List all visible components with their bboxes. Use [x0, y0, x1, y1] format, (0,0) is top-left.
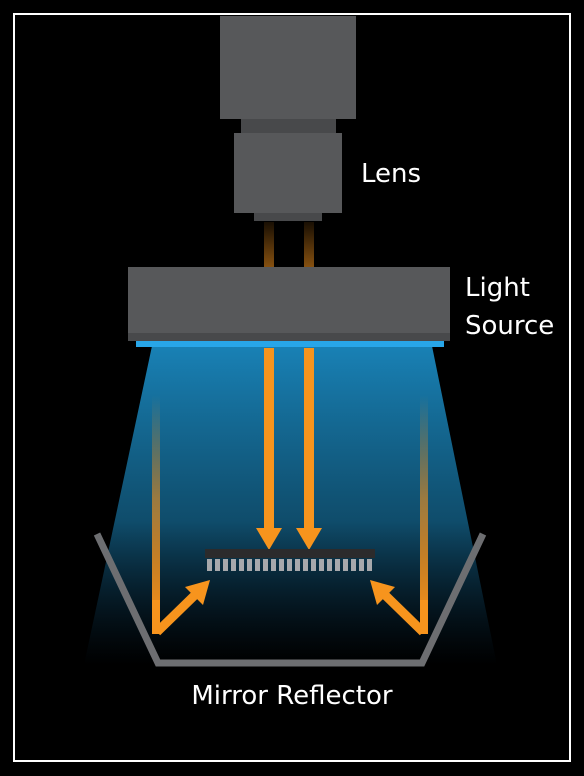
chip-pin [223, 559, 228, 571]
chip-pin [231, 559, 236, 571]
light-source-label: Light Source [465, 269, 554, 345]
arrow-down-left-head [256, 528, 282, 550]
frame-border [13, 13, 571, 762]
light-emitter-strip [136, 341, 444, 347]
arrow-down-right-head [296, 528, 322, 550]
downward-arrows [256, 348, 322, 550]
light-source-housing [128, 267, 450, 340]
side-ray-left [152, 395, 160, 625]
camera-lens [220, 16, 356, 221]
light-source [128, 267, 450, 347]
arrow-down-right-shaft [304, 348, 314, 530]
chip-pin [343, 559, 348, 571]
side-ray-right [420, 395, 428, 625]
chip-pin [255, 559, 260, 571]
reflect-arrow-left-head [185, 580, 210, 605]
chip-pin [311, 559, 316, 571]
chip-pin [359, 559, 364, 571]
reflect-arrow-right-head [370, 580, 395, 605]
light-beam-cone [84, 346, 497, 665]
side-ray-right-tip [420, 600, 428, 634]
reflect-arrow-left-shaft [153, 590, 200, 636]
chip-pin [239, 559, 244, 571]
lens-ray-left [264, 222, 274, 268]
chip-pin [351, 559, 356, 571]
chip-body [205, 549, 375, 558]
chip-pin [327, 559, 332, 571]
chip-pin [367, 559, 372, 571]
chip-pin [287, 559, 292, 571]
chip-pins [207, 559, 372, 571]
chip-pin [335, 559, 340, 571]
light-source-label-line2: Source [465, 311, 555, 341]
lens-ray-right [304, 222, 314, 268]
lens-front-ring [254, 213, 322, 221]
light-source-label-line1: Light [465, 273, 530, 303]
light-source-base [128, 333, 450, 341]
chip-pin [279, 559, 284, 571]
chip-pin [295, 559, 300, 571]
chip-pin [207, 559, 212, 571]
lens-label: Lens [361, 159, 422, 189]
side-ray-left-tip [152, 600, 160, 634]
chip-pin [271, 559, 276, 571]
lens-barrel [234, 133, 342, 213]
inspected-chip [205, 549, 375, 571]
lens-mount-ring [241, 119, 336, 133]
reflected-arrows [152, 580, 428, 636]
chip-pin [247, 559, 252, 571]
mirror-reflector-label: Mirror Reflector [191, 681, 393, 711]
camera-body [220, 16, 356, 119]
chip-pin [319, 559, 324, 571]
chip-pin [303, 559, 308, 571]
chip-pin [215, 559, 220, 571]
reflect-arrow-right-shaft [380, 590, 427, 636]
mirror-reflector [93, 532, 487, 667]
chip-pin [263, 559, 268, 571]
arrow-down-left-shaft [264, 348, 274, 530]
